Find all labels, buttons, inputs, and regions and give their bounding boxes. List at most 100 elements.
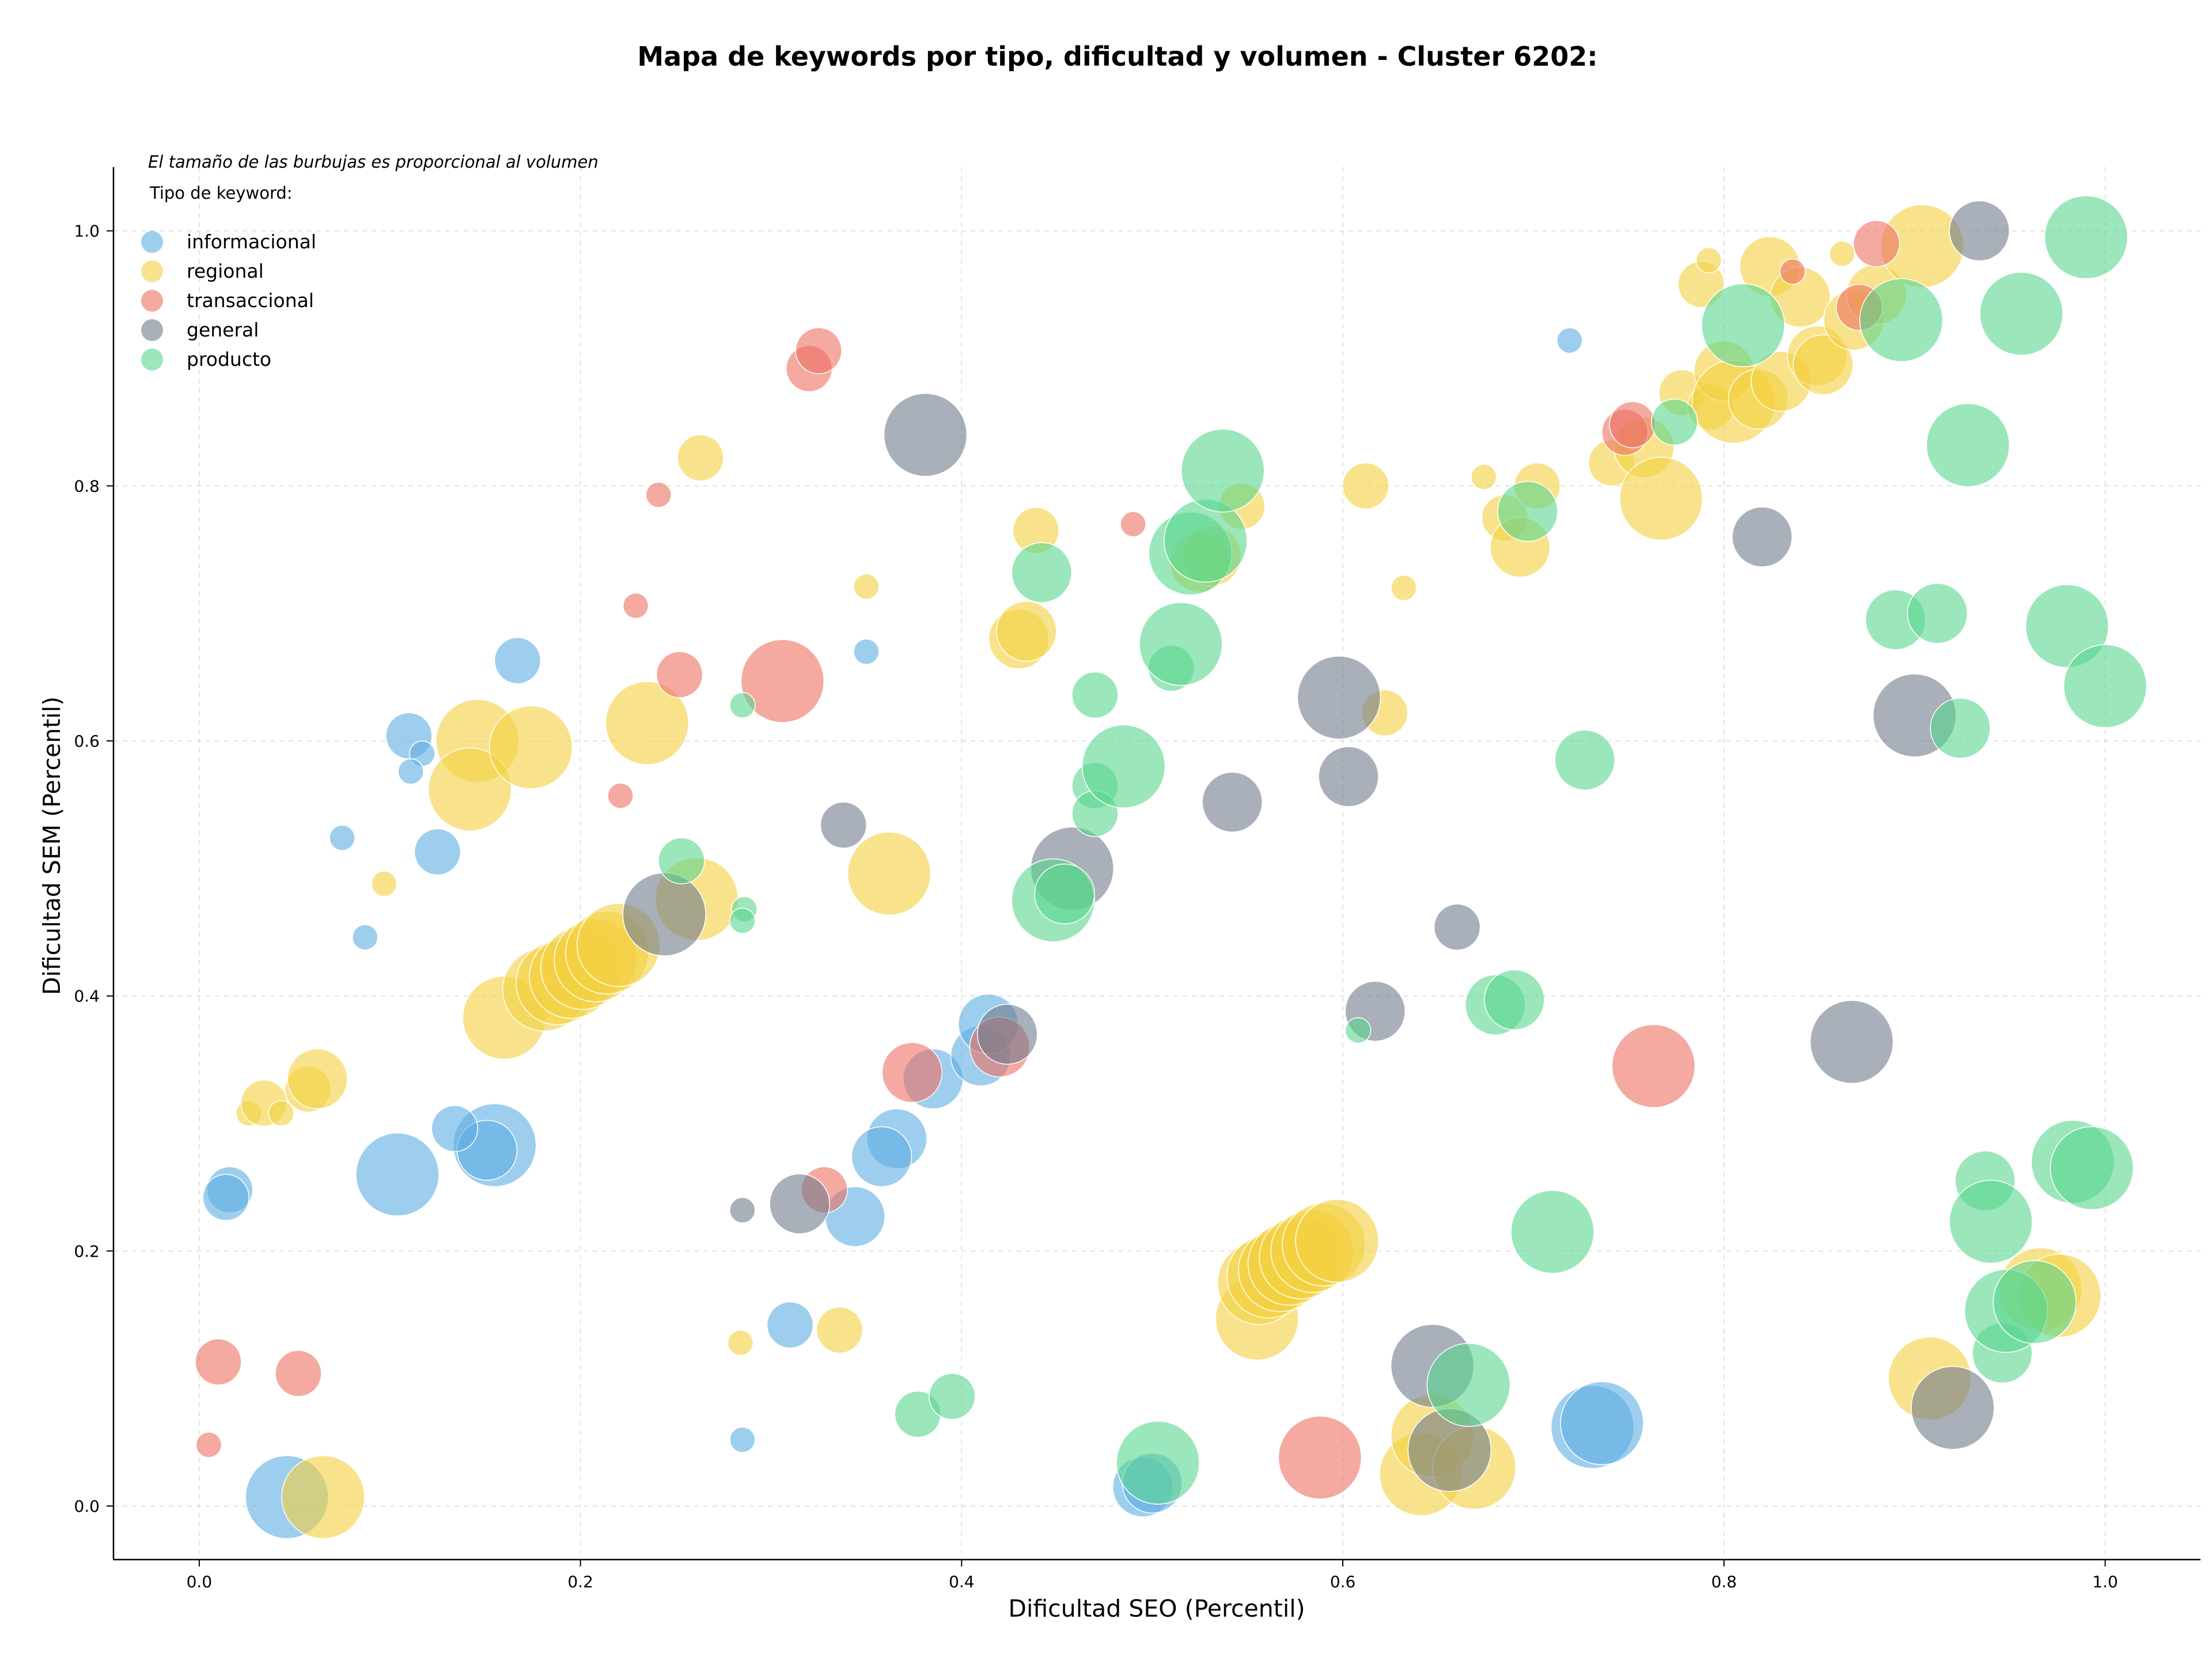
bubble-general — [820, 801, 867, 849]
bubble-producto — [1484, 969, 1545, 1031]
legend-marker-informacional — [141, 231, 163, 253]
bubble-informacional — [414, 828, 461, 876]
bubble-informacional — [329, 824, 355, 851]
bubble-regional — [1471, 464, 1497, 490]
bubble-transaccional — [1853, 220, 1900, 267]
bubble-producto — [1426, 1343, 1511, 1427]
bubble-general — [769, 1173, 830, 1235]
bubble-general — [622, 872, 706, 956]
bubble-producto — [1011, 542, 1073, 603]
bubble-regional — [1829, 240, 1855, 267]
legend-marker-general — [141, 319, 163, 341]
bubble-transaccional — [1609, 401, 1656, 448]
bubble-producto — [1949, 1179, 2033, 1264]
legend-label-general: general — [187, 319, 259, 341]
legend-label-regional: regional — [187, 260, 264, 282]
bubble-producto — [1926, 403, 2010, 487]
bubble-regional — [427, 747, 512, 831]
x-tick-label: 0.2 — [567, 1572, 593, 1591]
bubble-regional — [488, 705, 573, 789]
bubble-informacional — [431, 1105, 479, 1152]
bubble-general — [1433, 903, 1481, 951]
bubble-producto — [658, 837, 705, 884]
bubble-producto — [1497, 480, 1558, 542]
bubble-informacional — [1556, 327, 1583, 354]
bubble-general — [1202, 771, 1263, 833]
bubble-transaccional — [795, 327, 842, 374]
y-tick-label: 0.0 — [74, 1497, 100, 1516]
bubble-informacional — [1560, 1381, 1644, 1465]
bubble-general — [1911, 1365, 1995, 1450]
y-axis-label: Dificultad SEM (Percentil) — [38, 697, 66, 995]
x-tick-label: 0.0 — [187, 1572, 213, 1591]
bubble-producto — [1930, 698, 1991, 759]
bubble-transaccional — [622, 592, 649, 619]
bubble-transaccional — [881, 1042, 943, 1103]
bubble-regional — [605, 681, 690, 765]
bubble-transaccional — [195, 1432, 222, 1458]
bubble-transaccional — [607, 782, 634, 809]
bubble-general — [977, 1004, 1038, 1065]
bubble-transaccional — [740, 639, 825, 723]
bubble-producto — [1979, 271, 2063, 356]
bubble-producto — [1116, 1421, 1200, 1505]
bubble-general — [883, 393, 968, 477]
bubble-regional — [281, 1455, 365, 1539]
bubble-regional — [996, 600, 1057, 662]
series-producto — [658, 195, 2147, 1505]
bubble-producto — [1344, 1017, 1372, 1044]
bubble-general — [729, 1197, 756, 1224]
bubble-producto — [2044, 195, 2128, 279]
bubble-general — [1732, 506, 1793, 567]
bubble-regional — [1619, 456, 1703, 541]
bubble-informacional — [766, 1301, 814, 1349]
series-informacional — [202, 327, 1644, 1539]
y-tick-label: 1.0 — [74, 222, 100, 241]
bubble-transaccional — [1120, 510, 1146, 538]
bubble-producto — [2063, 644, 2147, 728]
bubble-producto — [1554, 729, 1616, 790]
legend-marker-producto — [141, 349, 163, 370]
bubble-informacional — [351, 924, 378, 951]
bubble-producto — [1071, 671, 1119, 719]
bubble-regional — [677, 434, 724, 482]
bubble-general — [1949, 200, 2010, 262]
bubble-general — [1318, 746, 1379, 807]
legend: El tamaño de las burbujas es proporciona… — [141, 152, 599, 370]
bubble-informacional — [202, 1174, 249, 1221]
x-tick-label: 0.6 — [1330, 1572, 1356, 1591]
x-axis-label: Dificultad SEO (Percentil) — [1008, 1595, 1305, 1622]
bubble-transaccional — [645, 482, 672, 508]
bubble-informacional — [851, 1126, 912, 1187]
bubble-producto — [1180, 429, 1265, 513]
bubble-producto — [1081, 724, 1166, 809]
bubble-transaccional — [1779, 258, 1806, 285]
x-tick-label: 1.0 — [2092, 1572, 2118, 1591]
bubble-layer — [195, 195, 2147, 1539]
bubble-regional — [853, 573, 880, 600]
axis-ticks: 0.0 0.2 0.4 0.6 0.8 1.0 0.0 0.2 0.4 0.6 0.8 1.0 — [74, 222, 2118, 1591]
bubble-informacional — [355, 1132, 440, 1217]
bubble-producto — [1907, 582, 1968, 644]
legend-label-transaccional: transaccional — [187, 289, 314, 312]
legend-marker-regional — [141, 260, 163, 282]
bubble-informacional — [729, 1427, 756, 1453]
bubble-regional — [371, 871, 397, 897]
bubble-producto — [1701, 283, 1785, 368]
y-tick-label: 0.4 — [74, 987, 100, 1006]
bubble-transaccional — [656, 651, 703, 698]
bubble-transaccional — [195, 1338, 242, 1386]
bubble-regional — [1295, 1198, 1379, 1283]
x-tick-label: 0.4 — [949, 1572, 975, 1591]
series-regional — [236, 204, 2101, 1539]
bubble-regional — [1391, 574, 1417, 601]
bubble-producto — [729, 907, 756, 934]
bubble-producto — [1993, 1260, 2077, 1344]
x-tick-label: 0.8 — [1711, 1572, 1737, 1591]
bubble-general — [1297, 656, 1381, 740]
bubble-regional — [727, 1329, 754, 1356]
bubble-regional — [1793, 334, 1854, 395]
bubble-informacional — [853, 638, 880, 665]
legend-label-informacional: informacional — [187, 230, 316, 253]
